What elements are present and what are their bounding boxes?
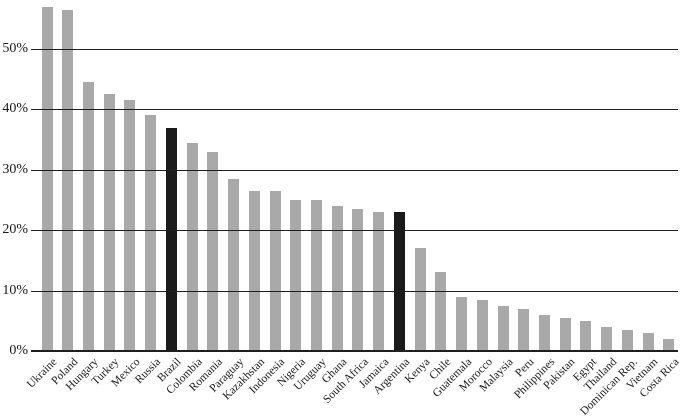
bar-ukraine	[41, 6, 53, 351]
y-tick-label-30: 30%	[2, 161, 28, 177]
bar-vietnam	[642, 332, 654, 351]
gridline-40	[31, 109, 678, 111]
bar-kazakhstan	[248, 190, 260, 351]
bar-hungary	[82, 82, 94, 351]
bar-turkey	[103, 94, 115, 351]
y-tick-label-20: 20%	[2, 222, 28, 238]
bar-costa-rica	[663, 338, 675, 351]
bar-south-africa	[352, 209, 364, 351]
y-tick-label-40: 40%	[2, 101, 28, 117]
bar-brazil	[165, 127, 177, 351]
bar-jamaica	[373, 212, 385, 351]
bar-philippines	[539, 314, 551, 351]
bar-uruguay	[310, 200, 322, 351]
bar-malaysia	[497, 305, 509, 351]
bar-chile	[435, 272, 447, 351]
x-axis-line	[31, 350, 678, 352]
y-tick-label-10: 10%	[2, 282, 28, 298]
bar-indonesia	[269, 190, 281, 351]
bar-paraguay	[228, 178, 240, 351]
bar-russia	[145, 115, 157, 351]
gridline-50	[31, 49, 678, 50]
bar-egypt	[580, 320, 592, 351]
bar-thailand	[601, 326, 613, 351]
bar-poland	[62, 9, 74, 351]
bar-kenya	[414, 248, 426, 351]
y-tick-label-0: 0%	[9, 343, 28, 358]
bar-nigeria	[290, 200, 302, 351]
bar-morocco	[476, 299, 488, 351]
gridline-30	[31, 169, 678, 171]
gridline-20	[31, 230, 678, 232]
bar-guatemala	[456, 296, 468, 351]
bar-colombia	[186, 142, 198, 351]
bar-ghana	[331, 206, 343, 351]
bar-mexico	[124, 100, 136, 351]
bar-romania	[207, 151, 219, 351]
bar-dominican-rep	[621, 329, 633, 351]
y-tick-label-50: 50%	[2, 41, 28, 56]
bar-argentina	[393, 212, 405, 351]
bar-pakistan	[559, 317, 571, 351]
bar-peru	[518, 308, 530, 351]
gridline-10	[31, 290, 678, 292]
